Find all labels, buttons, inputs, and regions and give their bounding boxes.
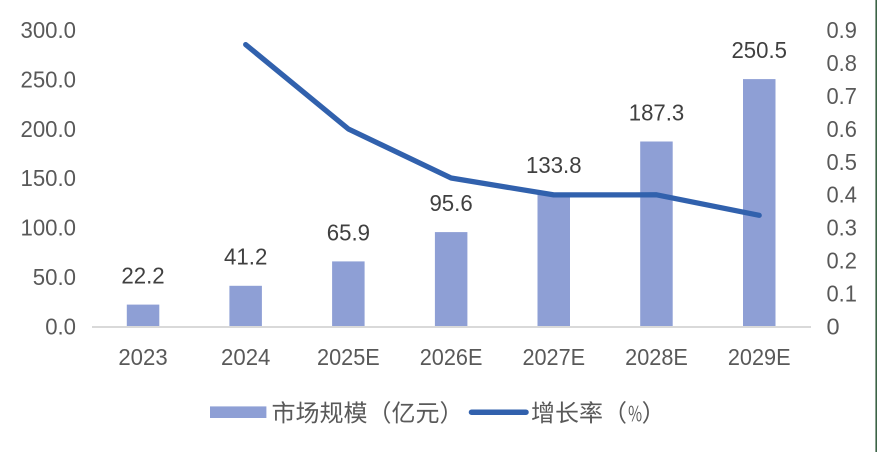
svg-text:2029E: 2029E <box>728 344 791 370</box>
svg-text:0: 0 <box>827 314 840 340</box>
svg-text:0.5: 0.5 <box>827 149 857 175</box>
svg-text:2027E: 2027E <box>522 344 585 370</box>
svg-text:250.5: 250.5 <box>731 37 787 63</box>
svg-text:2023: 2023 <box>118 344 167 370</box>
svg-text:0.8: 0.8 <box>827 50 857 76</box>
svg-text:50.0: 50.0 <box>33 264 76 290</box>
svg-text:2024: 2024 <box>221 344 270 370</box>
svg-text:0.4: 0.4 <box>827 182 857 208</box>
svg-text:0.1: 0.1 <box>827 281 857 307</box>
svg-text:200.0: 200.0 <box>21 116 77 142</box>
svg-text:2026E: 2026E <box>420 344 483 370</box>
svg-text:0.3: 0.3 <box>827 215 857 241</box>
svg-text:65.9: 65.9 <box>327 219 370 245</box>
svg-text:150.0: 150.0 <box>21 165 77 191</box>
svg-text:41.2: 41.2 <box>224 244 267 270</box>
svg-text:250.0: 250.0 <box>21 66 77 92</box>
svg-text:0.2: 0.2 <box>827 248 857 274</box>
svg-text:0.6: 0.6 <box>827 116 857 142</box>
svg-text:187.3: 187.3 <box>629 99 685 125</box>
svg-text:2028E: 2028E <box>625 344 688 370</box>
svg-text:133.8: 133.8 <box>526 152 582 178</box>
svg-text:100.0: 100.0 <box>21 215 77 241</box>
svg-text:0.9: 0.9 <box>827 17 857 43</box>
svg-text:2025E: 2025E <box>317 344 380 370</box>
svg-text:22.2: 22.2 <box>121 263 164 289</box>
svg-text:300.0: 300.0 <box>21 17 77 43</box>
svg-text:0.0: 0.0 <box>45 313 76 339</box>
svg-text:0.7: 0.7 <box>827 83 857 109</box>
svg-text:95.6: 95.6 <box>429 190 472 216</box>
